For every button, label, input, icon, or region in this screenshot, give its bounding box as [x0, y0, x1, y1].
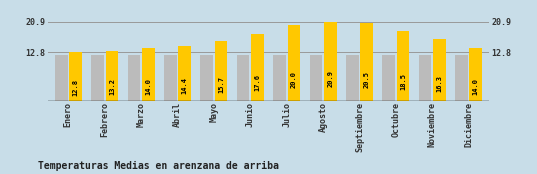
- Text: Temperaturas Medias en arenzana de arriba: Temperaturas Medias en arenzana de arrib…: [38, 160, 279, 171]
- Bar: [346, 56, 359, 101]
- Bar: [273, 56, 286, 101]
- Text: 14.0: 14.0: [146, 78, 151, 94]
- Bar: [237, 56, 250, 101]
- Bar: [287, 25, 300, 101]
- Text: 14.0: 14.0: [473, 78, 479, 94]
- Text: 18.5: 18.5: [400, 73, 406, 90]
- Bar: [382, 56, 395, 101]
- Bar: [324, 22, 337, 101]
- Bar: [360, 23, 373, 101]
- Bar: [91, 56, 104, 101]
- Bar: [200, 56, 213, 101]
- Text: 17.6: 17.6: [255, 74, 260, 91]
- Bar: [55, 56, 68, 101]
- Bar: [142, 48, 155, 101]
- Text: 20.0: 20.0: [291, 71, 297, 88]
- Bar: [128, 56, 140, 101]
- Bar: [309, 56, 322, 101]
- Text: 13.2: 13.2: [109, 78, 115, 95]
- Text: 20.9: 20.9: [327, 70, 333, 87]
- Bar: [215, 41, 228, 101]
- Bar: [178, 46, 191, 101]
- Bar: [397, 31, 409, 101]
- Text: 20.5: 20.5: [364, 71, 369, 88]
- Bar: [469, 48, 482, 101]
- Text: 16.3: 16.3: [437, 75, 442, 92]
- Bar: [164, 56, 177, 101]
- Bar: [433, 39, 446, 101]
- Text: 15.7: 15.7: [218, 76, 224, 93]
- Bar: [69, 52, 82, 101]
- Bar: [455, 56, 468, 101]
- Bar: [251, 34, 264, 101]
- Bar: [419, 56, 431, 101]
- Text: 12.8: 12.8: [72, 79, 78, 96]
- Bar: [106, 51, 118, 101]
- Text: 14.4: 14.4: [182, 77, 188, 94]
